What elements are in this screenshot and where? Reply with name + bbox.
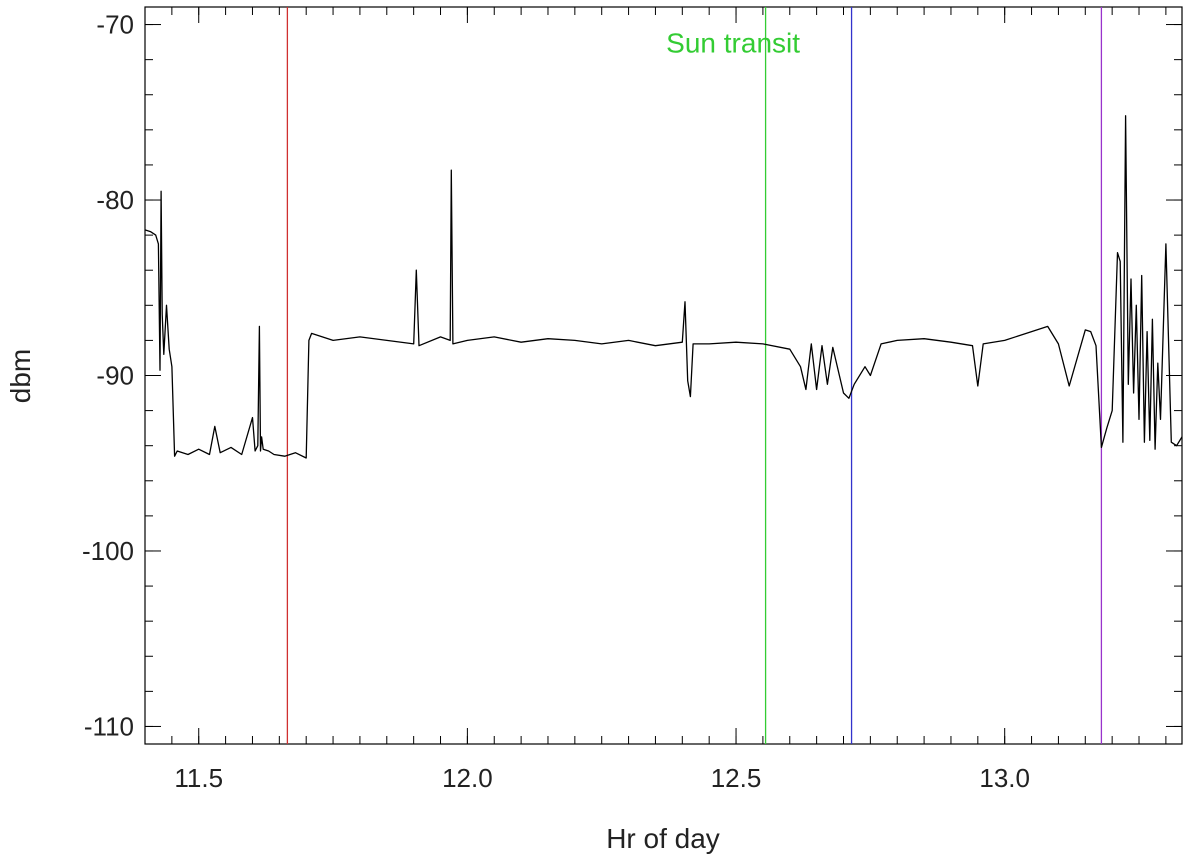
sun-transit-label: Sun transit [666,28,800,59]
minor-ticks [144,7,1182,744]
series-group [144,115,1183,459]
x-tick-label: 11.5 [174,763,223,793]
y-tick-label: -80 [96,185,134,215]
x-axis-title: Hr of day [606,823,720,854]
x-tick-labels: 11.5 12.0 12.5 13.0 [174,763,1030,793]
annotations: Sun transit [666,28,800,59]
y-tick-label: -100 [82,536,134,566]
y-axis-title: dbm [5,349,36,403]
plot-frame [144,6,1183,745]
y-tick-label: -90 [96,361,134,391]
x-tick-label: 12.5 [711,763,762,793]
y-tick-label: -70 [96,10,134,40]
major-ticks [145,7,1182,744]
x-tick-label: 12.0 [442,763,493,793]
x-tick-label: 13.0 [979,763,1030,793]
vertical-markers [286,7,1103,744]
y-tick-labels: -70 -80 -90 -100 -110 [82,10,134,742]
signal-series-line [144,115,1183,459]
y-tick-label: -110 [84,711,134,741]
